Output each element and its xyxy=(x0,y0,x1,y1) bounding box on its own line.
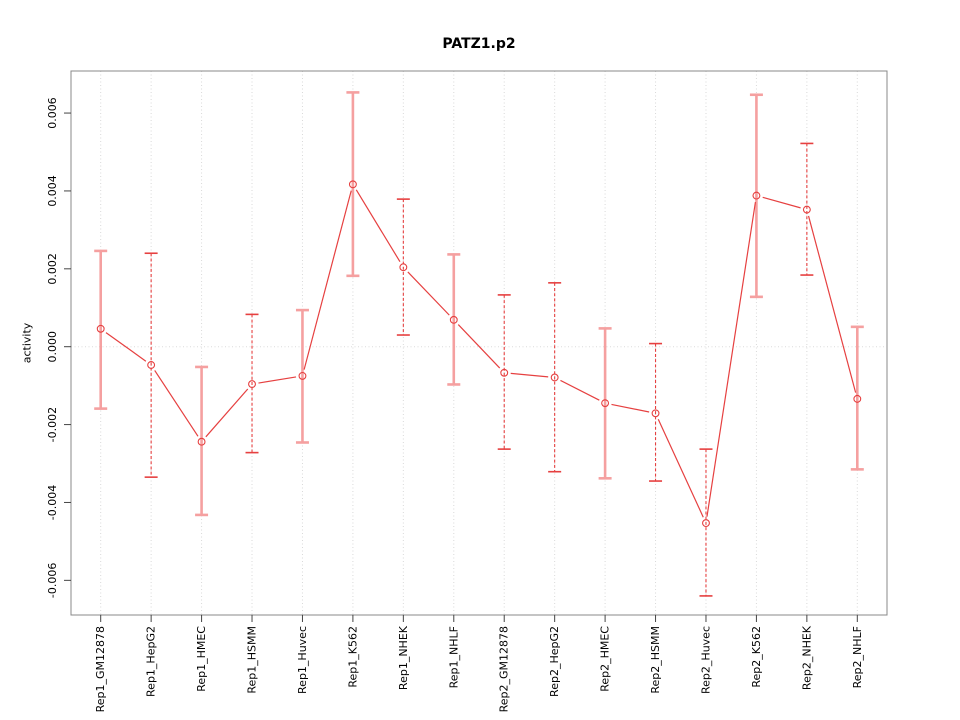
data-point xyxy=(449,315,458,324)
data-point xyxy=(500,368,509,377)
y-tick-label: -0.002 xyxy=(46,407,59,442)
data-point xyxy=(651,409,660,418)
series-segment xyxy=(205,388,249,438)
y-tick-label: 0.006 xyxy=(46,97,59,129)
x-tick-label: Rep2_NHEK xyxy=(800,625,813,690)
x-tick-label: Rep2_GM12878 xyxy=(498,626,511,712)
x-tick-label: Rep1_HMEC xyxy=(195,626,208,692)
series-segment xyxy=(611,403,650,413)
series-segment xyxy=(807,215,857,393)
series-segment xyxy=(560,379,600,401)
data-point xyxy=(853,394,862,403)
series-segment xyxy=(105,332,147,362)
x-tick-label: Rep1_NHLF xyxy=(447,626,460,688)
series-segment xyxy=(258,376,297,384)
data-point xyxy=(248,380,256,389)
y-tick-label: 0.002 xyxy=(46,253,59,285)
x-tick-label: Rep2_K562 xyxy=(750,626,763,688)
x-tick-label: Rep1_HSMM xyxy=(246,626,259,694)
x-tick-label: Rep1_HepG2 xyxy=(145,626,158,697)
data-point xyxy=(197,437,206,446)
x-tick-label: Rep1_GM12878 xyxy=(94,626,107,712)
data-point xyxy=(348,180,357,189)
y-tick-label: 0.004 xyxy=(46,175,59,207)
x-tick-label: Rep1_K562 xyxy=(346,626,359,688)
series-segment xyxy=(407,271,450,316)
y-tick-label: -0.006 xyxy=(46,563,59,598)
data-point xyxy=(399,263,408,272)
series-segment xyxy=(762,196,801,209)
series-segment xyxy=(154,370,199,437)
y-tick-label: 0.000 xyxy=(46,331,59,363)
data-point xyxy=(550,373,559,382)
series-segment xyxy=(355,189,401,263)
x-tick-label: Rep2_HepG2 xyxy=(548,626,561,697)
data-point xyxy=(601,399,610,408)
x-tick-label: Rep1_NHEK xyxy=(397,625,410,690)
data-point xyxy=(96,324,105,333)
data-point xyxy=(802,205,811,214)
series-segment xyxy=(657,418,704,518)
data-point xyxy=(752,191,761,200)
series-segment xyxy=(303,190,352,370)
chart-title: PATZ1.p2 xyxy=(442,36,516,52)
data-point xyxy=(147,361,156,369)
series-segment xyxy=(706,201,757,517)
series-segment xyxy=(510,372,549,378)
data-point xyxy=(298,371,307,380)
plot-box xyxy=(70,70,888,616)
x-tick-label: Rep2_NHLF xyxy=(851,626,864,688)
series-segment xyxy=(457,324,501,369)
data-point xyxy=(702,519,710,528)
x-tick-label: Rep2_HSMM xyxy=(649,626,662,694)
y-tick-label: -0.004 xyxy=(46,485,59,520)
x-tick-label: Rep2_Huvec xyxy=(699,626,712,694)
x-tick-label: Rep1_Huvec xyxy=(296,626,309,694)
x-tick-label: Rep2_HMEC xyxy=(599,626,612,692)
